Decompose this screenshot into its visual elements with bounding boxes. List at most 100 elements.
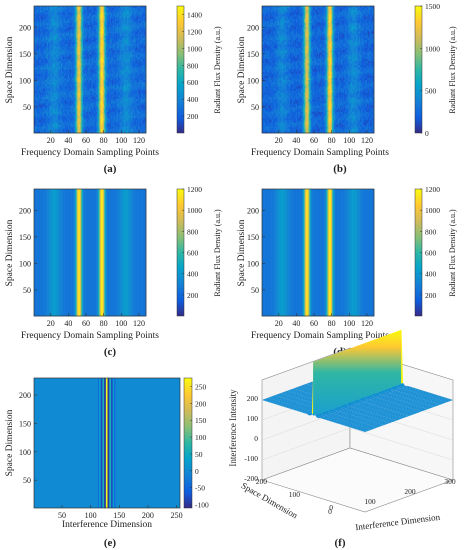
heatmap-cell <box>57 71 59 75</box>
heatmap-cell <box>48 105 50 108</box>
heatmap-cell <box>100 41 102 45</box>
heatmap-cell <box>55 94 57 98</box>
heatmap-cell <box>50 29 52 32</box>
heatmap-cell <box>90 75 92 79</box>
heatmap-cell <box>37 44 39 47</box>
heatmap-cell <box>50 73 52 77</box>
heatmap-cell <box>44 99 46 102</box>
heatmap-cell <box>93 82 95 85</box>
heatmap-cell <box>102 46 104 49</box>
heatmap-cell <box>97 65 100 68</box>
heatmap-cell <box>61 54 63 58</box>
heatmap-cell <box>97 84 99 87</box>
heatmap-cell <box>104 126 107 130</box>
heatmap-cell <box>106 22 108 26</box>
heatmap-cell <box>74 118 76 121</box>
heatmap-cell <box>34 84 37 87</box>
heatmap-cell <box>69 80 72 83</box>
heatmap-cell <box>77 116 79 119</box>
heatmap-cell <box>37 71 39 75</box>
heatmap-cell <box>55 58 58 62</box>
heatmap-cell <box>97 107 100 111</box>
heatmap-cell <box>50 111 52 115</box>
heatmap-cell <box>72 29 74 32</box>
heatmap-cell <box>58 80 60 83</box>
heatmap-cell <box>47 22 49 26</box>
heatmap-cell <box>67 128 69 132</box>
heatmap-cell <box>98 99 100 102</box>
heatmap-cell <box>79 54 81 58</box>
heatmap-cell <box>70 35 72 39</box>
heatmap-cell <box>52 44 54 47</box>
heatmap-cell <box>43 6 45 9</box>
heatmap-cell <box>103 82 105 85</box>
heatmap-cell <box>69 80 71 83</box>
heatmap-cell <box>71 94 73 98</box>
heatmap-cell <box>97 103 99 106</box>
heatmap-cell <box>55 77 57 81</box>
heatmap-cell <box>93 103 95 106</box>
heatmap-cell <box>79 97 81 100</box>
heatmap-cell <box>82 124 84 127</box>
heatmap-cell <box>62 6 65 9</box>
heatmap-cell <box>72 116 74 119</box>
heatmap-cell <box>64 8 66 11</box>
heatmap-cell <box>88 10 90 13</box>
heatmap-cell <box>86 61 88 64</box>
heatmap-cell <box>91 25 93 28</box>
heatmap-cell <box>99 33 101 36</box>
heatmap-cell <box>102 58 104 62</box>
heatmap-cell <box>102 35 104 39</box>
heatmap-cell <box>91 48 93 51</box>
heatmap-cell <box>40 65 42 68</box>
heatmap-cell <box>94 65 96 68</box>
heatmap-cell <box>67 44 69 47</box>
heatmap-cell <box>55 88 58 91</box>
heatmap-cell <box>86 48 88 51</box>
heatmap-cell <box>89 61 91 64</box>
heatmap-cell <box>86 73 88 77</box>
heatmap-cell <box>66 35 68 39</box>
heatmap-cell <box>63 8 65 11</box>
heatmap-cell <box>76 16 79 19</box>
heatmap-cell <box>53 20 55 24</box>
heatmap-cell <box>82 99 84 102</box>
heatmap-cell <box>86 107 88 111</box>
heatmap-cell <box>79 29 81 32</box>
heatmap-cell <box>101 63 103 66</box>
heatmap-cell <box>78 128 80 132</box>
heatmap-cell <box>105 39 107 43</box>
heatmap-cell <box>87 8 89 11</box>
heatmap-cell <box>55 63 58 66</box>
heatmap-cell <box>93 109 95 113</box>
heatmap-cell <box>42 6 44 9</box>
heatmap-cell <box>84 73 86 77</box>
heatmap-cell <box>34 35 37 39</box>
heatmap-cell <box>41 103 44 106</box>
heatmap-cell <box>97 77 100 81</box>
heatmap-cell <box>42 90 44 94</box>
heatmap-cell <box>90 101 92 104</box>
heatmap-cell <box>68 18 70 22</box>
heatmap-cell <box>35 122 37 125</box>
heatmap-cell <box>84 29 86 32</box>
heatmap-cell <box>54 22 56 26</box>
heatmap-cell <box>91 103 93 106</box>
heatmap-cell <box>46 25 48 28</box>
heatmap-cell <box>92 94 94 98</box>
heatmap-cell <box>97 97 99 100</box>
heatmap-cell <box>74 67 76 70</box>
heatmap-cell <box>97 18 100 22</box>
heatmap-cell <box>41 27 44 30</box>
heatmap-cell <box>48 94 50 98</box>
heatmap-cell <box>93 69 95 72</box>
heatmap-cell <box>98 105 100 108</box>
heatmap-cell <box>48 52 51 55</box>
heatmap-cell <box>61 73 63 77</box>
heatmap-cell <box>89 6 91 9</box>
heatmap-cell <box>53 109 55 113</box>
heatmap-cell <box>34 86 37 89</box>
heatmap-cell <box>100 101 102 104</box>
heatmap-cell <box>48 35 50 39</box>
heatmap-cell <box>95 65 97 68</box>
